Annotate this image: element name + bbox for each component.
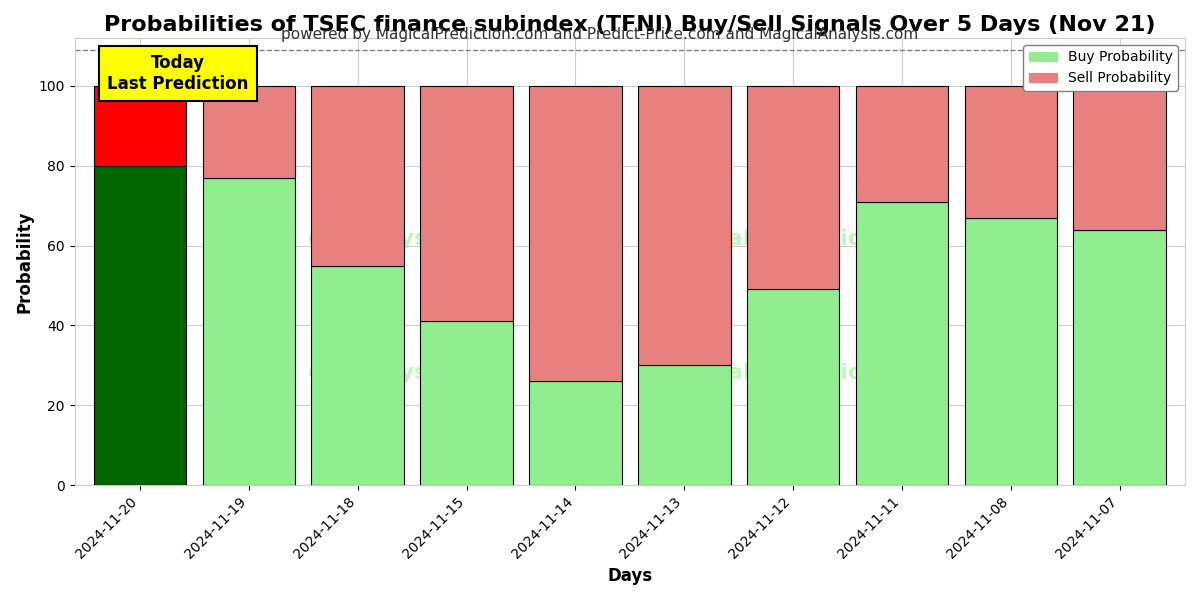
Bar	[638, 86, 731, 365]
Bar	[420, 86, 512, 322]
Text: MagicalPrediction.com: MagicalPrediction.com	[654, 363, 940, 383]
Bar	[312, 266, 404, 485]
Bar	[856, 86, 948, 202]
X-axis label: Days: Days	[607, 567, 653, 585]
Y-axis label: Probability: Probability	[16, 210, 34, 313]
Bar	[746, 86, 839, 289]
Bar	[420, 322, 512, 485]
Title: Probabilities of TSEC finance subindex (TFNI) Buy/Sell Signals Over 5 Days (Nov : Probabilities of TSEC finance subindex (…	[104, 15, 1156, 35]
Bar	[529, 381, 622, 485]
Bar	[94, 86, 186, 166]
Bar	[203, 86, 295, 178]
Bar	[965, 218, 1057, 485]
Bar	[965, 86, 1057, 218]
Bar	[312, 86, 404, 266]
Legend: Buy Probability, Sell Probability: Buy Probability, Sell Probability	[1024, 45, 1178, 91]
Bar	[746, 289, 839, 485]
Bar	[94, 166, 186, 485]
Bar	[1074, 86, 1166, 230]
Text: powered by MagicalPrediction.com and Predict-Price.com and MagicalAnalysis.com: powered by MagicalPrediction.com and Pre…	[281, 27, 919, 42]
Text: MagicalPrediction.com: MagicalPrediction.com	[654, 229, 940, 249]
Text: calAnalysis.com: calAnalysis.com	[307, 229, 508, 249]
Bar	[203, 178, 295, 485]
Bar	[1074, 230, 1166, 485]
Text: calAnalysis.com: calAnalysis.com	[307, 363, 508, 383]
Bar	[856, 202, 948, 485]
Text: Today
Last Prediction: Today Last Prediction	[107, 54, 248, 93]
Bar	[638, 365, 731, 485]
Bar	[529, 86, 622, 381]
